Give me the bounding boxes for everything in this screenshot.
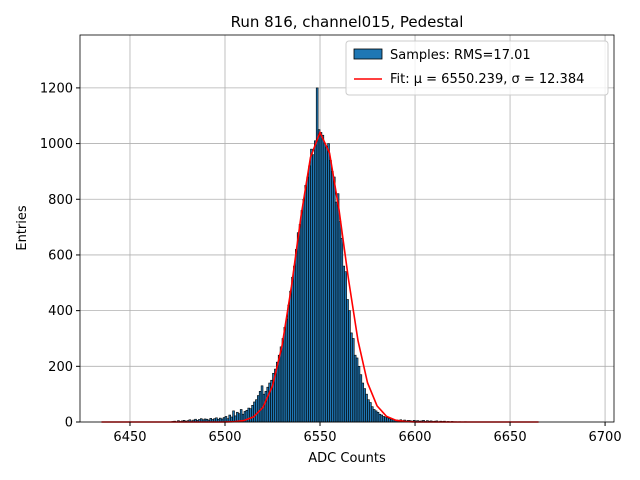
y-tick-label: 1200 xyxy=(40,81,73,96)
legend-label: Samples: RMS=17.01 xyxy=(390,48,531,63)
x-tick-label: 6450 xyxy=(113,430,146,445)
plot-frame xyxy=(79,34,615,423)
y-tick-label: 600 xyxy=(48,248,73,263)
legend-swatch xyxy=(353,48,383,60)
x-tick-label: 6650 xyxy=(494,430,527,445)
y-tick-label: 1000 xyxy=(40,137,73,152)
x-axis-label: ADC Counts xyxy=(308,451,386,466)
legend-box xyxy=(345,40,609,96)
y-tick-label: 0 xyxy=(65,416,73,431)
y-tick-label: 800 xyxy=(48,193,73,208)
y-axis-label: Entries xyxy=(15,205,30,251)
y-tick-label: 200 xyxy=(48,360,73,375)
x-tick-label: 6600 xyxy=(398,430,431,445)
chart-title: Run 816, channel015, Pedestal xyxy=(231,13,464,31)
legend-label: Fit: μ = 6550.239, σ = 12.384 xyxy=(390,72,584,87)
y-tick-label: 400 xyxy=(48,304,73,319)
x-tick-label: 6700 xyxy=(589,430,622,445)
x-tick-label: 6550 xyxy=(303,430,336,445)
x-tick-label: 6500 xyxy=(208,430,241,445)
